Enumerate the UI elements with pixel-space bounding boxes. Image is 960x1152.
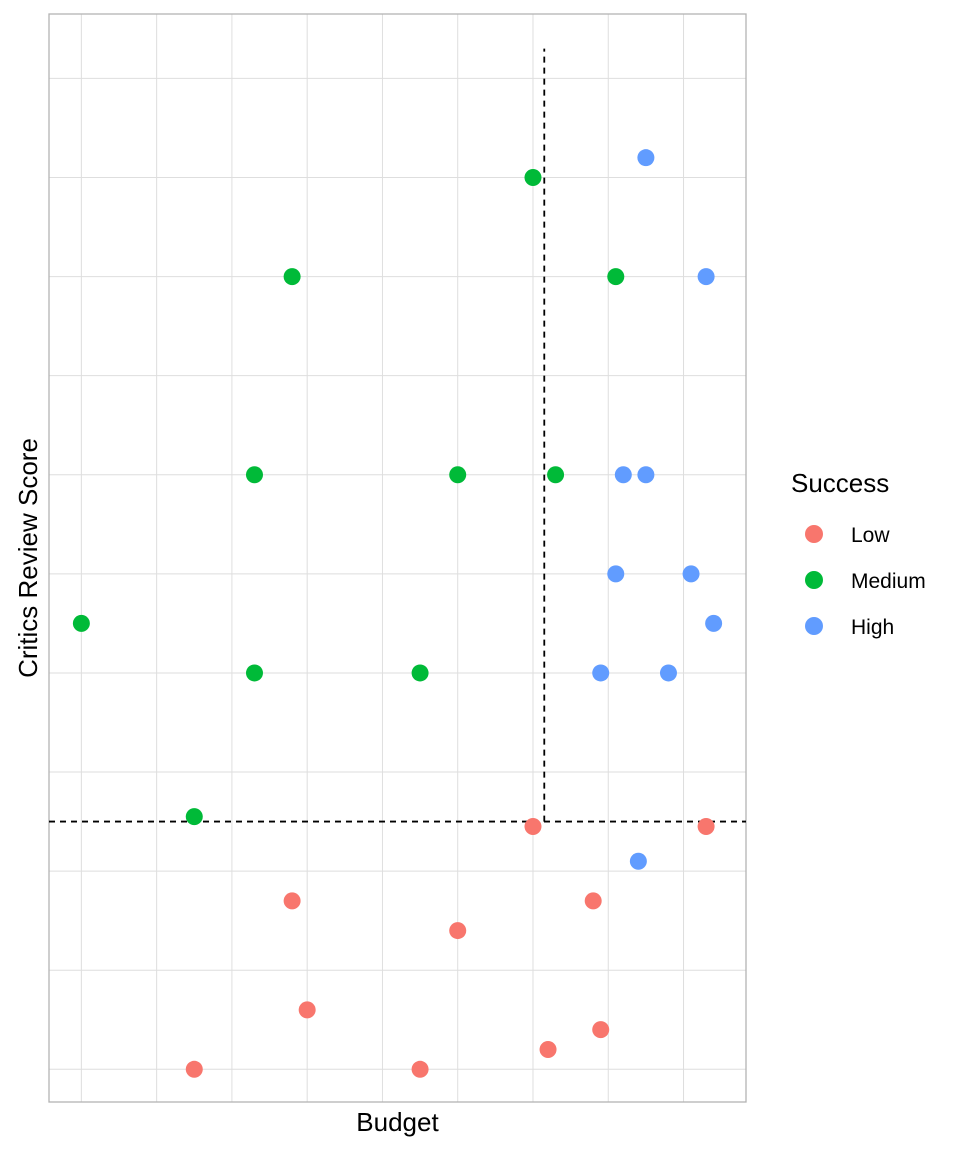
point-high-5 [682, 565, 700, 583]
point-high-3 [637, 466, 655, 484]
point-high-6 [705, 614, 723, 632]
point-low-8 [539, 1040, 557, 1058]
y-axis-title: Critics Review Score [13, 438, 43, 678]
series-low [185, 818, 715, 1078]
grid-lines [49, 14, 746, 1102]
legend-label-high: High [851, 616, 894, 639]
legend-key-high [805, 617, 823, 635]
plot-panel-border [48, 13, 747, 1103]
legend: Success Low Medium High [791, 468, 926, 639]
point-medium-3 [411, 664, 429, 682]
legend-label-low: Low [851, 524, 890, 547]
point-low-0 [185, 1060, 203, 1078]
reference-lines [49, 48, 746, 823]
point-high-8 [659, 664, 677, 682]
point-medium-2 [245, 664, 263, 682]
point-low-1 [411, 1060, 429, 1078]
point-medium-4 [245, 466, 263, 484]
point-low-9 [697, 818, 715, 836]
data-points [72, 149, 723, 1078]
point-low-3 [283, 892, 301, 910]
point-medium-9 [524, 168, 542, 186]
series-medium [72, 168, 625, 826]
x-axis-title: Budget [356, 1107, 439, 1137]
point-medium-6 [547, 466, 565, 484]
series-high [592, 149, 723, 870]
point-low-7 [592, 1021, 610, 1039]
point-medium-0 [72, 614, 90, 632]
point-medium-5 [449, 466, 467, 484]
point-low-4 [449, 922, 467, 940]
point-high-2 [614, 466, 632, 484]
legend-keys [805, 525, 823, 635]
point-low-6 [584, 892, 602, 910]
point-low-5 [524, 818, 542, 836]
point-high-7 [592, 664, 610, 682]
point-medium-7 [283, 268, 301, 286]
point-medium-1 [185, 808, 203, 826]
point-low-2 [298, 1001, 316, 1019]
point-medium-8 [607, 268, 625, 286]
point-high-9 [629, 852, 647, 870]
legend-label-medium: Medium [851, 570, 926, 593]
point-high-4 [607, 565, 625, 583]
point-high-0 [637, 149, 655, 167]
legend-key-medium [805, 571, 823, 589]
point-high-1 [697, 268, 715, 286]
legend-title: Success [791, 468, 889, 498]
legend-key-low [805, 525, 823, 543]
